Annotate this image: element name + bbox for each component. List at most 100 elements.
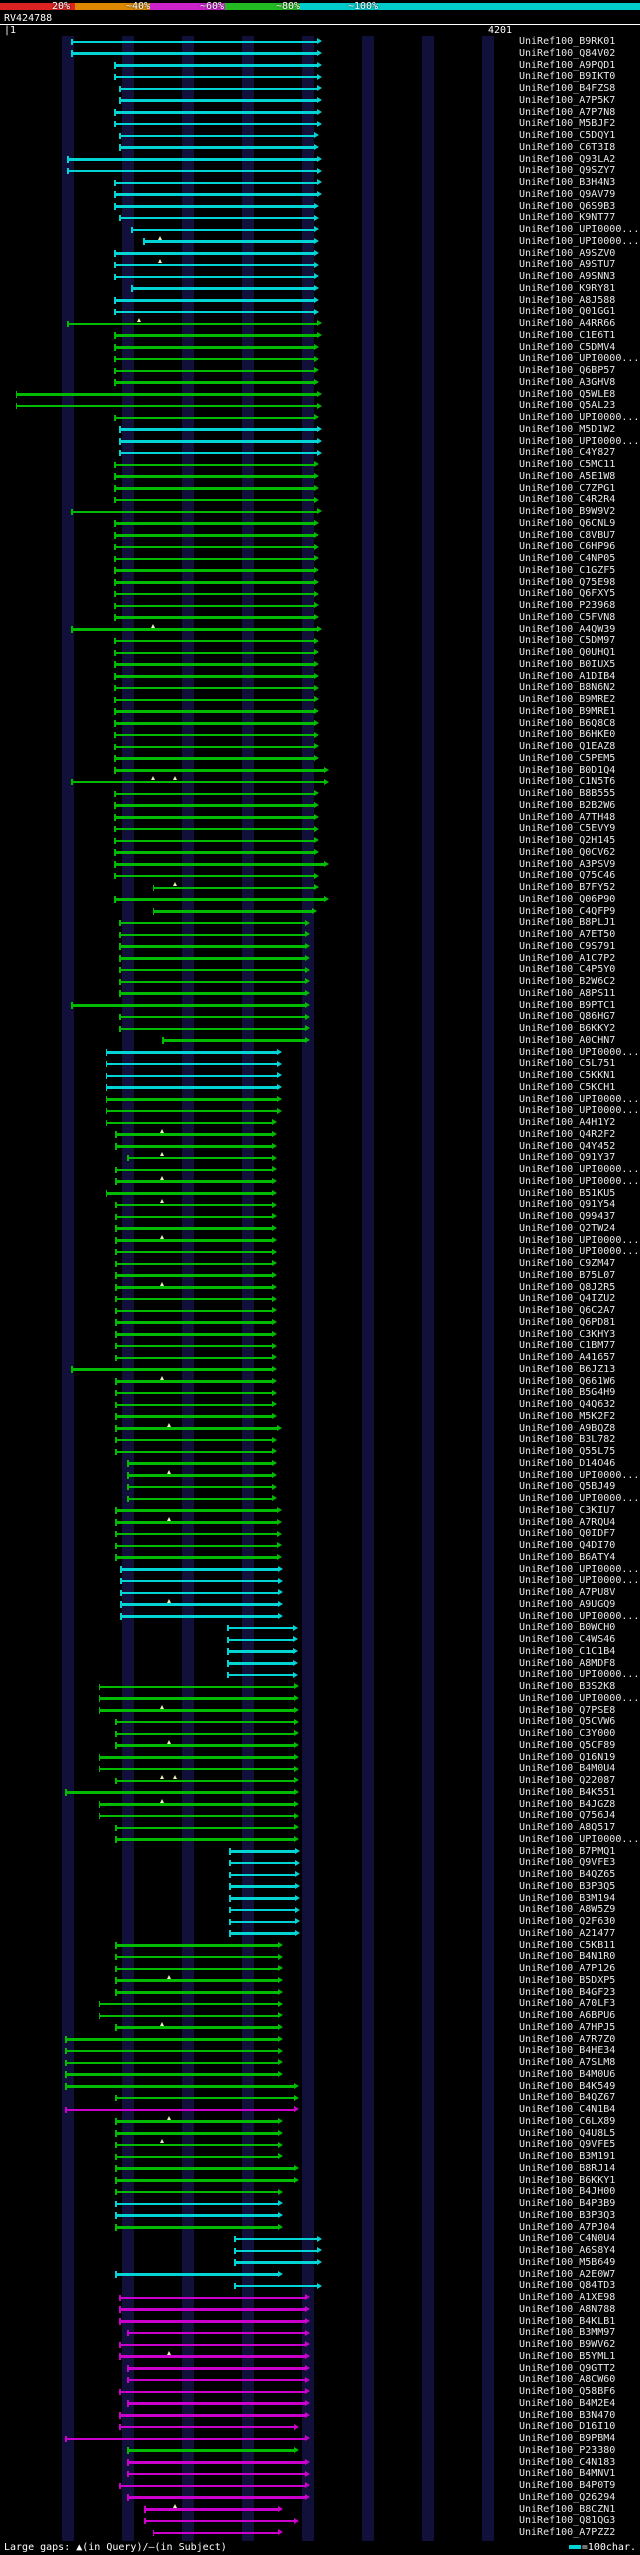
alignment-bar[interactable] (114, 663, 315, 666)
alignment-bar[interactable] (106, 1051, 278, 1054)
alignment-bar[interactable] (119, 2425, 295, 2429)
alignment-bar[interactable] (114, 346, 315, 349)
alignment-bar[interactable] (114, 475, 315, 478)
hit-label[interactable]: UniRef100_C1C1B4 (519, 1645, 616, 1657)
alignment-bar[interactable] (229, 1861, 296, 1865)
alignment-bar[interactable] (115, 2190, 279, 2194)
hit-label[interactable]: UniRef100_Q7PSE8 (519, 1704, 616, 1716)
hit-label[interactable]: UniRef100_UPI0000... (519, 1046, 640, 1058)
hit-label[interactable]: UniRef100_D16I10 (519, 2421, 616, 2433)
alignment-bar[interactable] (115, 2167, 295, 2170)
hit-label[interactable]: UniRef100_B6Q8C8 (519, 717, 616, 729)
alignment-bar[interactable] (115, 1309, 273, 1312)
alignment-bar[interactable] (120, 1603, 279, 1606)
hit-label[interactable]: UniRef100_B3MM97 (519, 2327, 616, 2339)
alignment-bar[interactable] (114, 252, 315, 255)
hit-label[interactable]: UniRef100_B4QZ67 (519, 2092, 616, 2104)
hit-label[interactable]: UniRef100_UPI0000... (519, 1563, 640, 1575)
hit-label[interactable]: UniRef100_C1N5T6 (519, 776, 616, 788)
hit-label[interactable]: UniRef100_C6T3I8 (519, 141, 616, 153)
hit-label[interactable]: UniRef100_A2E0W7 (519, 2268, 616, 2280)
hit-label[interactable]: UniRef100_C5DQY1 (519, 130, 616, 141)
alignment-bar[interactable] (115, 2026, 279, 2029)
alignment-bar[interactable] (115, 2155, 279, 2158)
hit-label[interactable]: UniRef100_Q99437 (519, 1211, 616, 1222)
hit-label[interactable]: UniRef100_B3L782 (519, 1434, 616, 1446)
hit-label[interactable]: UniRef100_A4H1Y2 (519, 1117, 616, 1128)
hit-label[interactable]: UniRef100_B4P0T9 (519, 2480, 616, 2491)
alignment-bar[interactable] (115, 2214, 279, 2217)
alignment-bar[interactable] (114, 651, 315, 654)
alignment-bar[interactable] (227, 1638, 294, 1641)
alignment-bar[interactable] (119, 99, 318, 102)
alignment-bar[interactable] (114, 381, 315, 384)
alignment-bar[interactable] (115, 1344, 273, 1348)
alignment-bar[interactable] (114, 745, 315, 748)
alignment-bar[interactable] (65, 2049, 279, 2053)
hit-label[interactable]: UniRef100_B7PMQ1 (519, 1845, 616, 1857)
alignment-bar[interactable] (115, 1944, 279, 1947)
hit-label[interactable]: UniRef100_C4NP05 (519, 553, 616, 564)
alignment-bar[interactable] (16, 404, 318, 408)
alignment-bar[interactable] (119, 2484, 306, 2487)
hit-label[interactable]: UniRef100_B4FZS8 (519, 83, 616, 94)
hit-label[interactable]: UniRef100_A7P7N8 (519, 106, 616, 118)
hit-label[interactable]: UniRef100_B7FY52 (519, 882, 616, 893)
hit-label[interactable]: UniRef100_A21477 (519, 1927, 616, 1939)
alignment-bar[interactable] (71, 1368, 273, 1371)
hit-label[interactable]: UniRef100_C5KKN1 (519, 1070, 616, 1081)
hit-label[interactable]: UniRef100_A7PJ04 (519, 2221, 616, 2233)
hit-label[interactable]: UniRef100_Q91Y37 (519, 1152, 616, 1164)
alignment-bar[interactable] (227, 1662, 294, 1665)
hit-label[interactable]: UniRef100_Q756J4 (519, 1810, 616, 1822)
hit-label[interactable]: UniRef100_Q16N19 (519, 1751, 616, 1763)
hit-label[interactable]: UniRef100_C9S791 (519, 940, 616, 952)
alignment-bar[interactable] (114, 357, 315, 361)
alignment-bar[interactable] (114, 792, 315, 795)
alignment-bar[interactable] (114, 263, 315, 267)
hit-label[interactable]: UniRef100_A0CHN7 (519, 1034, 616, 1046)
hit-label[interactable]: UniRef100_B4P3B9 (519, 2198, 616, 2209)
hit-label[interactable]: UniRef100_C4N183 (519, 2456, 616, 2468)
hit-label[interactable]: UniRef100_B0WCH0 (519, 1622, 616, 1634)
alignment-bar[interactable] (115, 1274, 273, 1277)
hit-label[interactable]: UniRef100_B8PLJ1 (519, 917, 616, 929)
hit-label[interactable]: UniRef100_B8B555 (519, 788, 616, 799)
alignment-bar[interactable] (115, 1438, 273, 1442)
alignment-bar[interactable] (119, 968, 306, 972)
hit-label[interactable]: UniRef100_C3KIU7 (519, 1504, 616, 1516)
alignment-bar[interactable] (131, 228, 315, 231)
alignment-bar[interactable] (99, 1767, 295, 1771)
hit-label[interactable]: UniRef100_B3M191 (519, 2151, 616, 2162)
alignment-bar[interactable] (115, 2202, 279, 2205)
hit-label[interactable]: UniRef100_UPI0000... (519, 1833, 640, 1845)
alignment-bar[interactable] (115, 1826, 295, 1829)
hit-label[interactable]: UniRef100_B3M194 (519, 1892, 616, 1904)
hit-label[interactable]: UniRef100_A5E1W8 (519, 470, 616, 482)
hit-label[interactable]: UniRef100_A7HPJ5 (519, 2021, 616, 2033)
alignment-bar[interactable] (71, 40, 318, 43)
hit-label[interactable]: UniRef100_A8CW60 (519, 2374, 616, 2386)
hit-label[interactable]: UniRef100_C1GZF5 (519, 564, 616, 576)
alignment-bar[interactable] (114, 592, 315, 596)
hit-label[interactable]: UniRef100_M5K2F2 (519, 1410, 616, 1422)
hit-label[interactable]: UniRef100_Q91Y54 (519, 1199, 616, 1211)
hit-label[interactable]: UniRef100_B5YML1 (519, 2350, 616, 2362)
hit-label[interactable]: UniRef100_Q9VFE3 (519, 1857, 616, 1869)
hit-label[interactable]: UniRef100_Q5BJ49 (519, 1481, 616, 1493)
hit-label[interactable]: UniRef100_A9PQD1 (519, 59, 616, 71)
hit-label[interactable]: UniRef100_C3Y000 (519, 1728, 616, 1739)
alignment-bar[interactable] (114, 839, 315, 842)
alignment-bar[interactable] (115, 2143, 279, 2147)
alignment-bar[interactable] (229, 1920, 296, 1923)
hit-label[interactable]: UniRef100_Q9VFE5 (519, 2139, 616, 2151)
alignment-bar[interactable] (115, 1967, 279, 1970)
alignment-bar[interactable] (119, 945, 306, 948)
hit-label[interactable]: UniRef100_B9WV62 (519, 2339, 616, 2350)
hit-label[interactable]: UniRef100_Q4IZU2 (519, 1293, 616, 1305)
alignment-bar[interactable] (153, 910, 313, 913)
alignment-bar[interactable] (115, 1215, 273, 1218)
hit-label[interactable]: UniRef100_UPI0000... (519, 1469, 640, 1481)
hit-label[interactable]: UniRef100_A9STU7 (519, 259, 616, 271)
hit-label[interactable]: UniRef100_Q58BF6 (519, 2386, 616, 2397)
